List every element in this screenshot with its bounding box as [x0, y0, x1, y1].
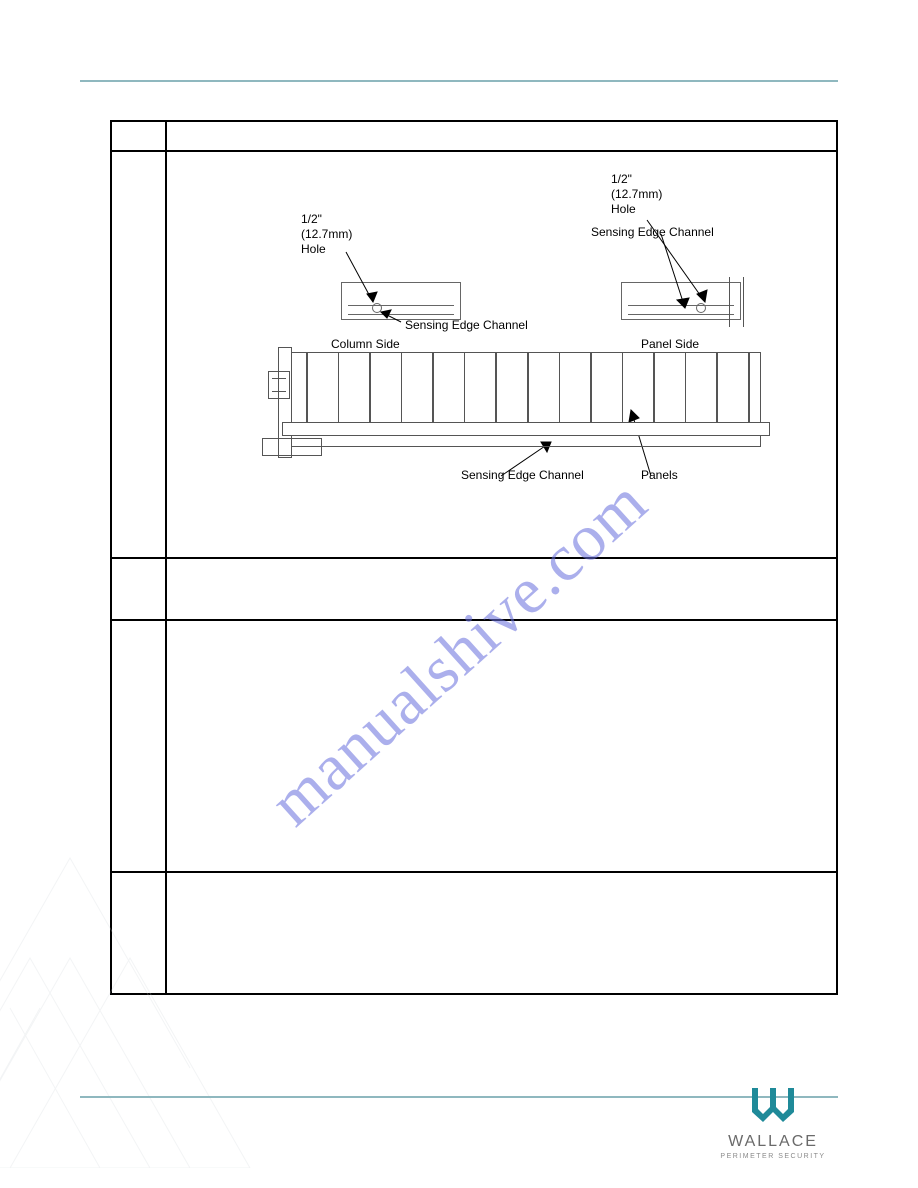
hole-spec-label-right: 1/2" (12.7mm) Hole — [611, 172, 662, 217]
panel-bar — [306, 353, 308, 422]
row-body: 1/2" (12.7mm) Hole 1/2" (12.7mm) Hole Se… — [167, 152, 836, 557]
brand-logo: WALLACE PERIMETER SECURITY — [708, 1084, 838, 1160]
row-body — [167, 122, 836, 150]
panel-bar — [559, 353, 561, 422]
detail-column-side — [341, 282, 461, 320]
panel-bar — [401, 353, 403, 422]
column-side-label: Column Side — [331, 337, 400, 352]
vbar — [743, 277, 745, 327]
hole-icon — [696, 303, 706, 313]
base-plate — [262, 438, 322, 456]
detail-panel-side — [621, 282, 741, 320]
row-number — [112, 559, 167, 619]
hole-spec-label-left: 1/2" (12.7mm) Hole — [301, 212, 352, 257]
hole-word: Hole — [611, 202, 636, 216]
table-row — [112, 559, 836, 621]
panel-bar — [622, 353, 624, 422]
sensing-edge-channel-label-left: Sensing Edge Channel — [405, 318, 528, 333]
table-row: 1/2" (12.7mm) Hole 1/2" (12.7mm) Hole Se… — [112, 152, 836, 559]
panel-bar — [590, 353, 592, 422]
panel-bar — [338, 353, 340, 422]
panel-bar — [748, 353, 750, 422]
panel-bar — [653, 353, 655, 422]
hole-size-mm: (12.7mm) — [301, 227, 352, 241]
hole-size: 1/2" — [301, 212, 322, 226]
panel-bar — [369, 353, 371, 422]
panel-bar — [527, 353, 529, 422]
panel-bar — [716, 353, 718, 422]
row-number — [112, 122, 167, 150]
panel-bar — [464, 353, 466, 422]
sensing-edge-channel-label-bottom: Sensing Edge Channel — [461, 468, 584, 483]
sensing-edge-diagram: 1/2" (12.7mm) Hole 1/2" (12.7mm) Hole Se… — [181, 162, 822, 542]
panel-bar — [432, 353, 434, 422]
gate-assembly — [291, 352, 761, 447]
row-body — [167, 559, 836, 619]
channel-line — [348, 305, 454, 315]
hinge-icon — [268, 371, 290, 399]
vbar — [729, 277, 731, 327]
sensing-edge-channel — [282, 422, 770, 436]
panel-side-label: Panel Side — [641, 337, 699, 352]
hole-word: Hole — [301, 242, 326, 256]
panels-label: Panels — [641, 468, 678, 483]
brand-name: WALLACE — [708, 1133, 838, 1151]
table-row — [112, 122, 836, 152]
top-rule — [80, 80, 838, 82]
background-triangles — [0, 808, 310, 1168]
panel-bar — [495, 353, 497, 422]
hole-icon — [372, 303, 382, 313]
row-number — [112, 152, 167, 557]
hole-size-mm: (12.7mm) — [611, 187, 662, 201]
wallace-logo-icon — [750, 1084, 796, 1124]
brand-tagline: PERIMETER SECURITY — [708, 1153, 838, 1160]
sensing-edge-channel-label-right: Sensing Edge Channel — [591, 225, 714, 240]
panel-bar — [685, 353, 687, 422]
hole-size: 1/2" — [611, 172, 632, 186]
channel-line — [628, 305, 734, 315]
